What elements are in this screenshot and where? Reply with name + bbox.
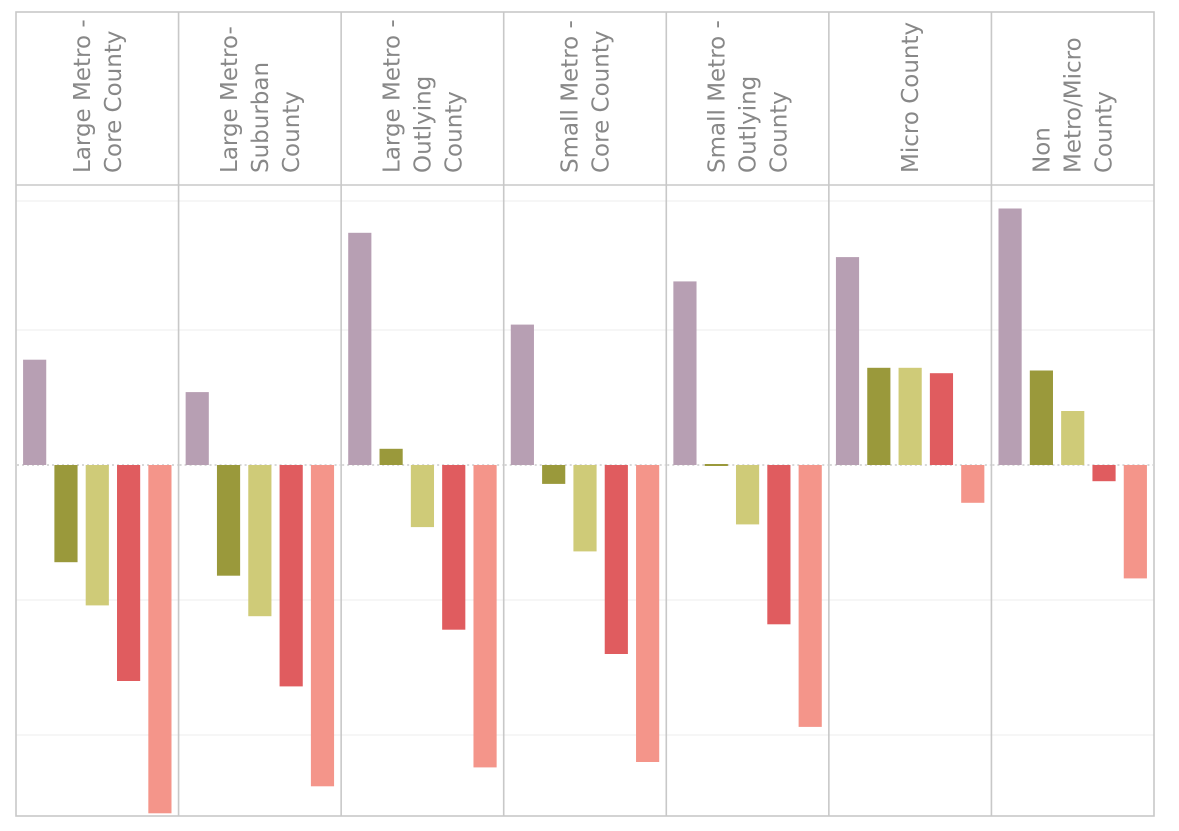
panel-label-line: Suburban bbox=[248, 62, 274, 173]
bar-4-panel-6 bbox=[929, 373, 954, 465]
panel-header-labels: Large Metro - Core County Large Metro- Subu… bbox=[70, 19, 1118, 173]
bar-3-panel-7 bbox=[1061, 411, 1085, 465]
bar-5-panel-1 bbox=[148, 465, 172, 814]
bar-3-panel-1 bbox=[85, 465, 109, 606]
bar-4-panel-2 bbox=[279, 465, 303, 687]
panel-label-line: County bbox=[767, 91, 793, 173]
bar-5-panel-4 bbox=[636, 465, 660, 762]
bar-2-panel-4 bbox=[542, 465, 566, 484]
bar-1-panel-6 bbox=[835, 257, 860, 465]
panel-label-line: Small Metro - bbox=[558, 20, 584, 173]
panel-label-line: County bbox=[279, 91, 305, 173]
bar-4-panel-3 bbox=[442, 465, 466, 630]
panel-label-line: Small Metro - bbox=[705, 20, 731, 173]
panel-label-4: Small Metro - Core County bbox=[558, 20, 615, 173]
bar-1-panel-1 bbox=[23, 359, 47, 465]
bar-1-panel-5 bbox=[673, 281, 697, 465]
bar-1-panel-4 bbox=[510, 324, 534, 465]
panel-label-line: Large Metro - bbox=[70, 19, 96, 173]
bar-1-panel-3 bbox=[348, 232, 372, 465]
bar-5-panel-2 bbox=[310, 465, 335, 787]
panel-label-6: Micro County bbox=[898, 22, 924, 173]
bar-2-panel-7 bbox=[1029, 370, 1053, 465]
panel-label-2: Large Metro- Suburban County bbox=[217, 26, 305, 173]
panel-label-3: Large Metro - Outlying County bbox=[379, 19, 467, 173]
gridlines bbox=[16, 200, 1154, 736]
panel-label-line: County bbox=[1092, 91, 1118, 173]
chart-frame bbox=[15, 11, 1155, 817]
bar-2-panel-1 bbox=[54, 465, 78, 563]
bar-5-panel-3 bbox=[473, 465, 497, 768]
panel-label-line: Non bbox=[1030, 127, 1056, 173]
panel-label-5: Small Metro - Outlying County bbox=[705, 20, 793, 173]
bar-2-panel-2 bbox=[216, 465, 241, 576]
bar-4-panel-5 bbox=[767, 465, 791, 625]
bar-4-panel-4 bbox=[604, 465, 628, 654]
bar-4-panel-1 bbox=[117, 465, 141, 681]
bars bbox=[23, 208, 1147, 814]
bar-1-panel-2 bbox=[185, 392, 209, 465]
bar-5-panel-7 bbox=[1123, 465, 1147, 579]
bar-5-panel-6 bbox=[961, 465, 985, 503]
bar-3-panel-3 bbox=[410, 465, 435, 528]
panel-label-line: Core County bbox=[589, 31, 615, 173]
bar-2-panel-3 bbox=[379, 448, 403, 465]
panel-label-line: Micro County bbox=[898, 22, 924, 173]
panel-label-line: Outlying bbox=[736, 76, 762, 173]
bar-2-panel-6 bbox=[867, 367, 891, 465]
bar-4-panel-7 bbox=[1092, 465, 1116, 482]
bar-3-panel-5 bbox=[735, 465, 760, 525]
panel-label-line: Large Metro - bbox=[379, 19, 405, 173]
panel-label-line: Outlying bbox=[410, 76, 436, 173]
bar-1-panel-7 bbox=[998, 208, 1022, 465]
panel-label-7: Non Metro/Micro County bbox=[1030, 37, 1118, 173]
panel-label-line: Core County bbox=[101, 31, 127, 173]
bar-5-panel-5 bbox=[798, 465, 822, 727]
panel-label-1: Large Metro - Core County bbox=[70, 19, 127, 173]
panel-frames bbox=[15, 11, 1155, 817]
bar-3-panel-2 bbox=[248, 465, 272, 617]
bar-3-panel-6 bbox=[898, 367, 922, 465]
panel-label-line: Large Metro- bbox=[217, 26, 243, 173]
bar-3-panel-4 bbox=[573, 465, 597, 552]
panel-label-line: Metro/Micro bbox=[1061, 37, 1087, 173]
panel-label-line: County bbox=[441, 91, 467, 173]
bar-2-panel-5 bbox=[704, 464, 728, 466]
